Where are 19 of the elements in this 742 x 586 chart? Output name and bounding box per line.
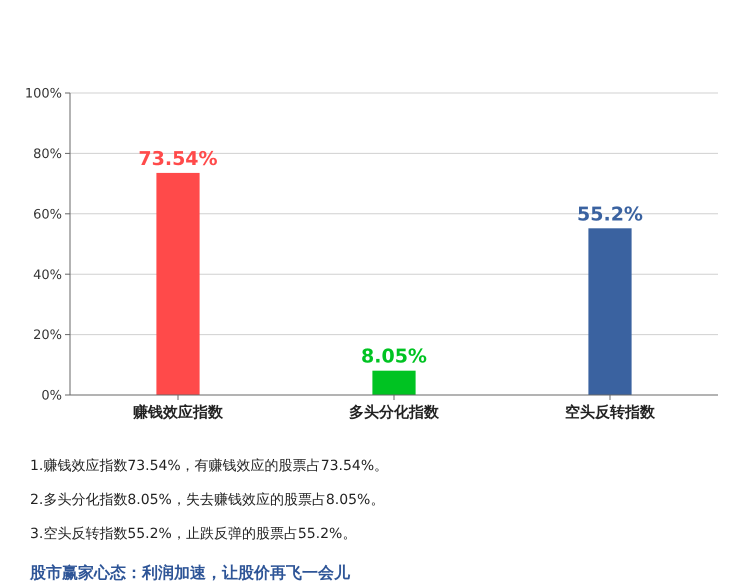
data-label: 55.2% [577, 203, 643, 226]
data-label: 8.05% [361, 346, 427, 368]
y-tick-label: 20% [33, 328, 62, 344]
x-tick-label: 空头反转指数 [565, 403, 656, 421]
y-tick-label: 100% [24, 86, 62, 102]
text: 2.多头分化指数8.05%，失去赚钱效应的股票占8.05%。 [30, 492, 384, 508]
y-tick-label: 0% [41, 388, 62, 404]
y-tick-label: 60% [33, 207, 62, 222]
y-tick-label: 80% [33, 146, 62, 162]
x-tick-label: 赚钱效应指数 [132, 403, 224, 421]
text: 3.空头反转指数55.2%，止跌反弹的股票占55.2%。 [30, 526, 356, 542]
bar [156, 172, 200, 395]
bar [372, 370, 416, 395]
x-tick-label: 多头分化指数 [349, 403, 440, 421]
bar [588, 228, 632, 395]
text: 1.赚钱效应指数73.54%，有赚钱效应的股票占73.54%。 [30, 458, 388, 474]
data-label: 73.54% [138, 148, 218, 170]
y-tick-label: 40% [33, 268, 62, 283]
text: 股市赢家心态：利润加速，让股价再飞一会儿 [29, 563, 351, 582]
